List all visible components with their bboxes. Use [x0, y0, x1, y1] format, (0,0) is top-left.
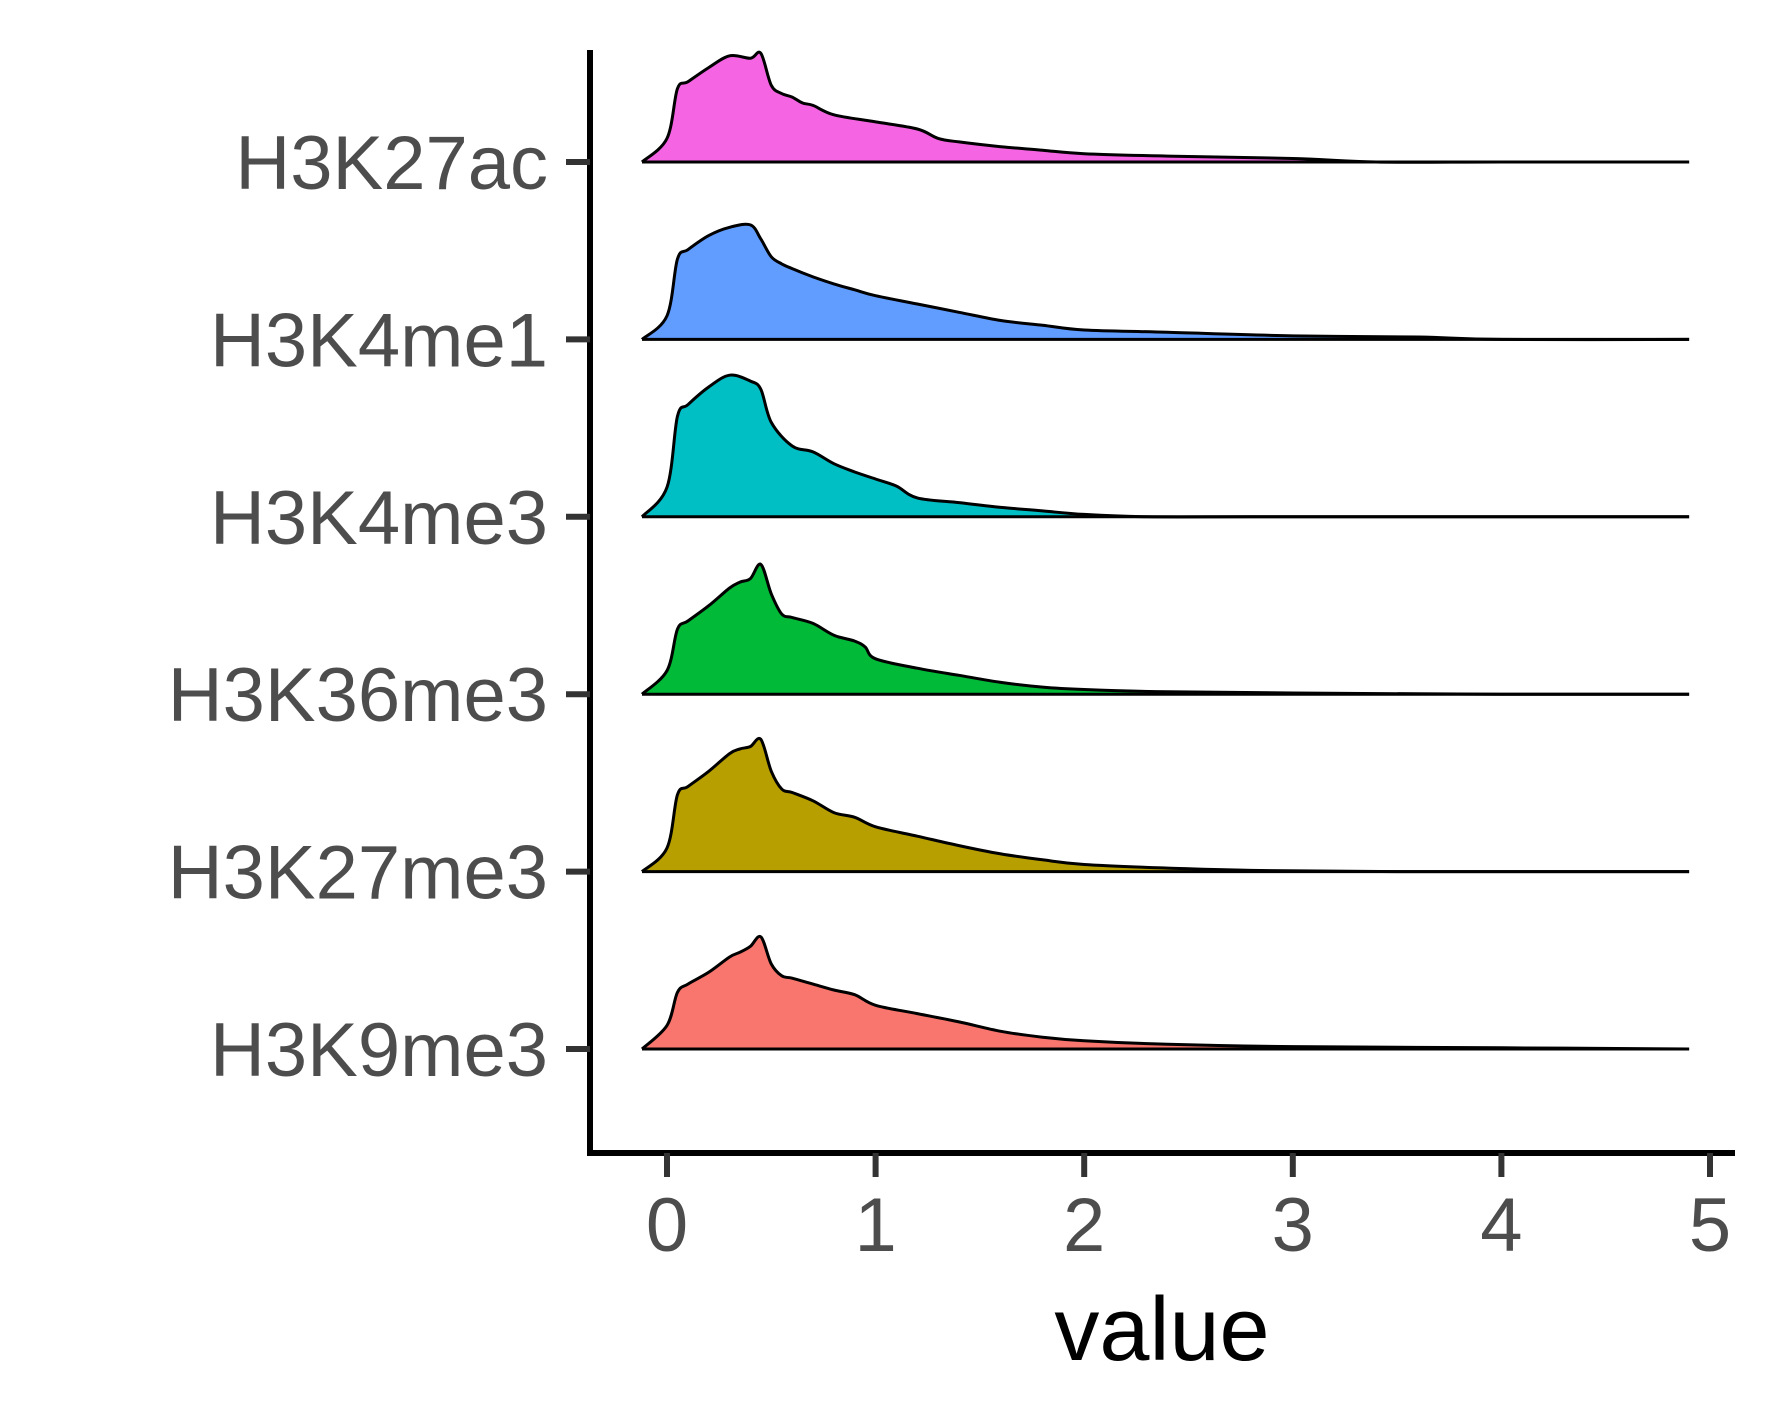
- y-tick-label: H3K4me1: [210, 298, 548, 383]
- ridge-outline-h3k4me1: [640, 222, 1690, 342]
- ridges-layer: [640, 50, 1690, 1051]
- ridge-outline-h3k27me3: [640, 736, 1690, 874]
- ridge-outline-h3k9me3: [640, 934, 1690, 1051]
- x-tick-label: 1: [854, 1183, 896, 1268]
- x-tick-label: 4: [1480, 1183, 1522, 1268]
- y-axis-ticks: H3K27ac H3K4me1 H3K4me3 H3K36me3 H3K27me3 H3K…: [168, 121, 590, 1093]
- ridge-fill-h3k27ac: [642, 52, 1690, 163]
- y-tick-label: H3K36me3: [168, 653, 548, 738]
- x-tick-label: 5: [1689, 1183, 1731, 1268]
- y-tick-label: H3K27ac: [235, 121, 548, 206]
- x-axis-ticks: 0 1 2 3 4 5: [646, 1153, 1731, 1268]
- ridge-fill-h3k4me1: [642, 224, 1690, 340]
- ridge-h3k4me3: [640, 373, 1690, 519]
- x-tick-label: 3: [1272, 1183, 1314, 1268]
- x-tick-label: 0: [646, 1183, 688, 1268]
- ridge-fill-h3k4me3: [642, 375, 1690, 517]
- ridge-fill-h3k36me3: [642, 564, 1690, 695]
- ridge-fill-h3k27me3: [642, 738, 1690, 872]
- x-tick-label: 2: [1063, 1183, 1105, 1268]
- ridge-outline-h3k27ac: [640, 50, 1690, 164]
- y-tick-label: H3K4me3: [210, 476, 548, 561]
- ridge-h3k4me1: [640, 222, 1690, 342]
- ridge-h3k27me3: [640, 736, 1690, 874]
- ridge-outline-h3k36me3: [640, 562, 1690, 696]
- ridge-h3k36me3: [640, 562, 1690, 696]
- x-axis-title: value: [1054, 1280, 1269, 1380]
- ridge-h3k9me3: [640, 934, 1690, 1051]
- ridge-h3k27ac: [640, 50, 1690, 164]
- ridge-fill-h3k9me3: [642, 936, 1690, 1049]
- y-tick-label: H3K27me3: [168, 831, 548, 916]
- y-tick-label: H3K9me3: [210, 1008, 548, 1093]
